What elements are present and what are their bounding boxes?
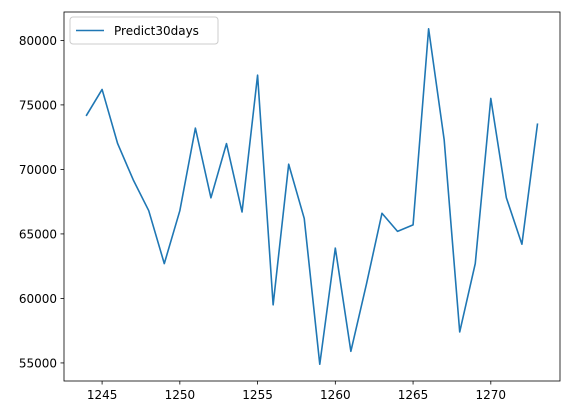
plot-lines [85,27,539,366]
y-tick-label: 55000 [19,356,57,370]
y-tick-label: 80000 [19,34,57,48]
x-tick-label: 1250 [165,388,196,402]
y-axis: 55000 60000 65000 70000 75000 80000 [19,34,64,370]
legend: Predict30days [69,16,219,45]
x-tick-label: 1245 [87,388,118,402]
y-tick-label: 75000 [19,98,57,112]
series-line-0 [85,27,539,366]
x-tick-label: 1260 [320,388,351,402]
legend-box [69,16,219,45]
x-tick-label: 1255 [242,388,273,402]
x-tick-label: 1270 [476,388,507,402]
y-tick-label: 70000 [19,163,57,177]
x-axis: 1245 1250 1255 1260 1265 1270 [87,381,506,402]
y-tick-label: 60000 [19,292,57,306]
y-tick-label: 65000 [19,227,57,241]
legend-label: Predict30days [114,24,199,38]
axis-frame [63,11,561,382]
x-tick-label: 1265 [398,388,429,402]
plot-area-border [63,11,561,382]
